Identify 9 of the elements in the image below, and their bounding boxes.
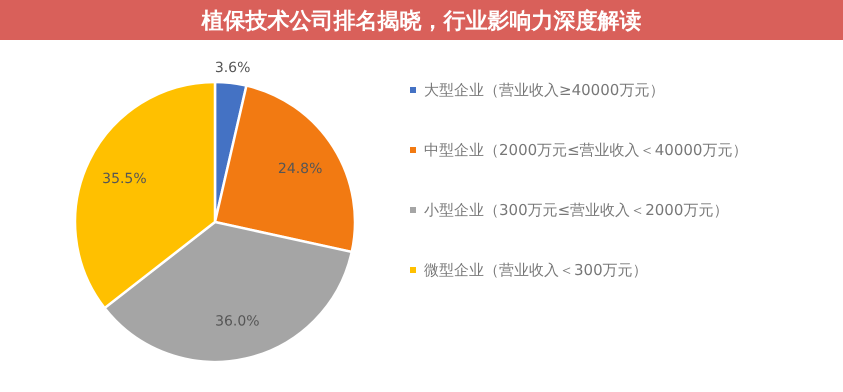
chart-title: 植保技术公司排名揭晓，行业影响力深度解读 [200, 8, 642, 34]
data-label: 3.6% [214, 60, 250, 76]
data-label: 36.0% [215, 313, 260, 330]
data-label: 35.5% [102, 170, 147, 187]
data-label: 24.8% [278, 161, 322, 178]
legend-label: 小型企业（300万元≤营业收入＜2000万元） [424, 201, 728, 219]
legend-label: 大型企业（营业收入≥40000万元） [424, 81, 664, 99]
legend-label: 中型企业（2000万元≤营业收入＜40000万元） [424, 141, 748, 159]
legend-label: 微型企业（营业收入＜300万元） [424, 261, 648, 279]
